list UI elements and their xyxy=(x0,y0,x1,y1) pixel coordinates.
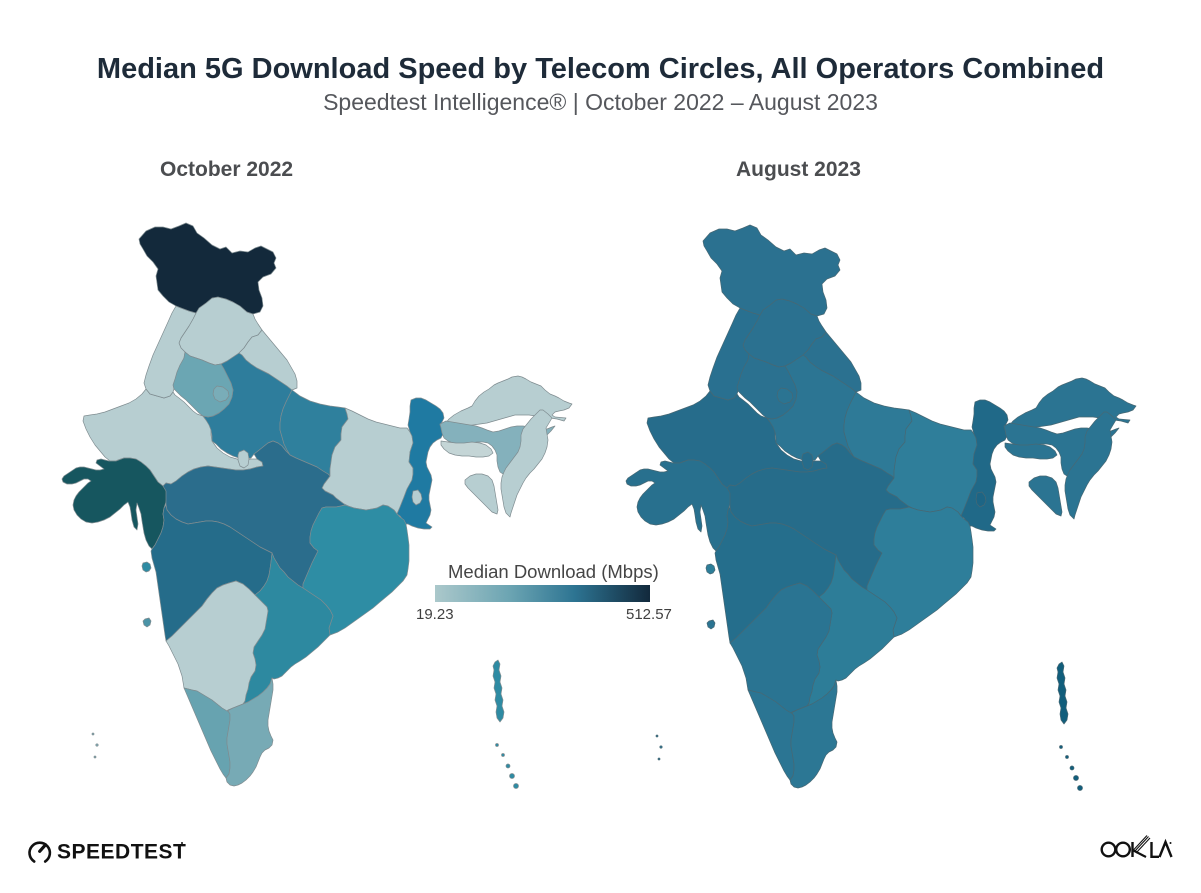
svg-text:SPEEDTEST: SPEEDTEST xyxy=(57,841,186,864)
